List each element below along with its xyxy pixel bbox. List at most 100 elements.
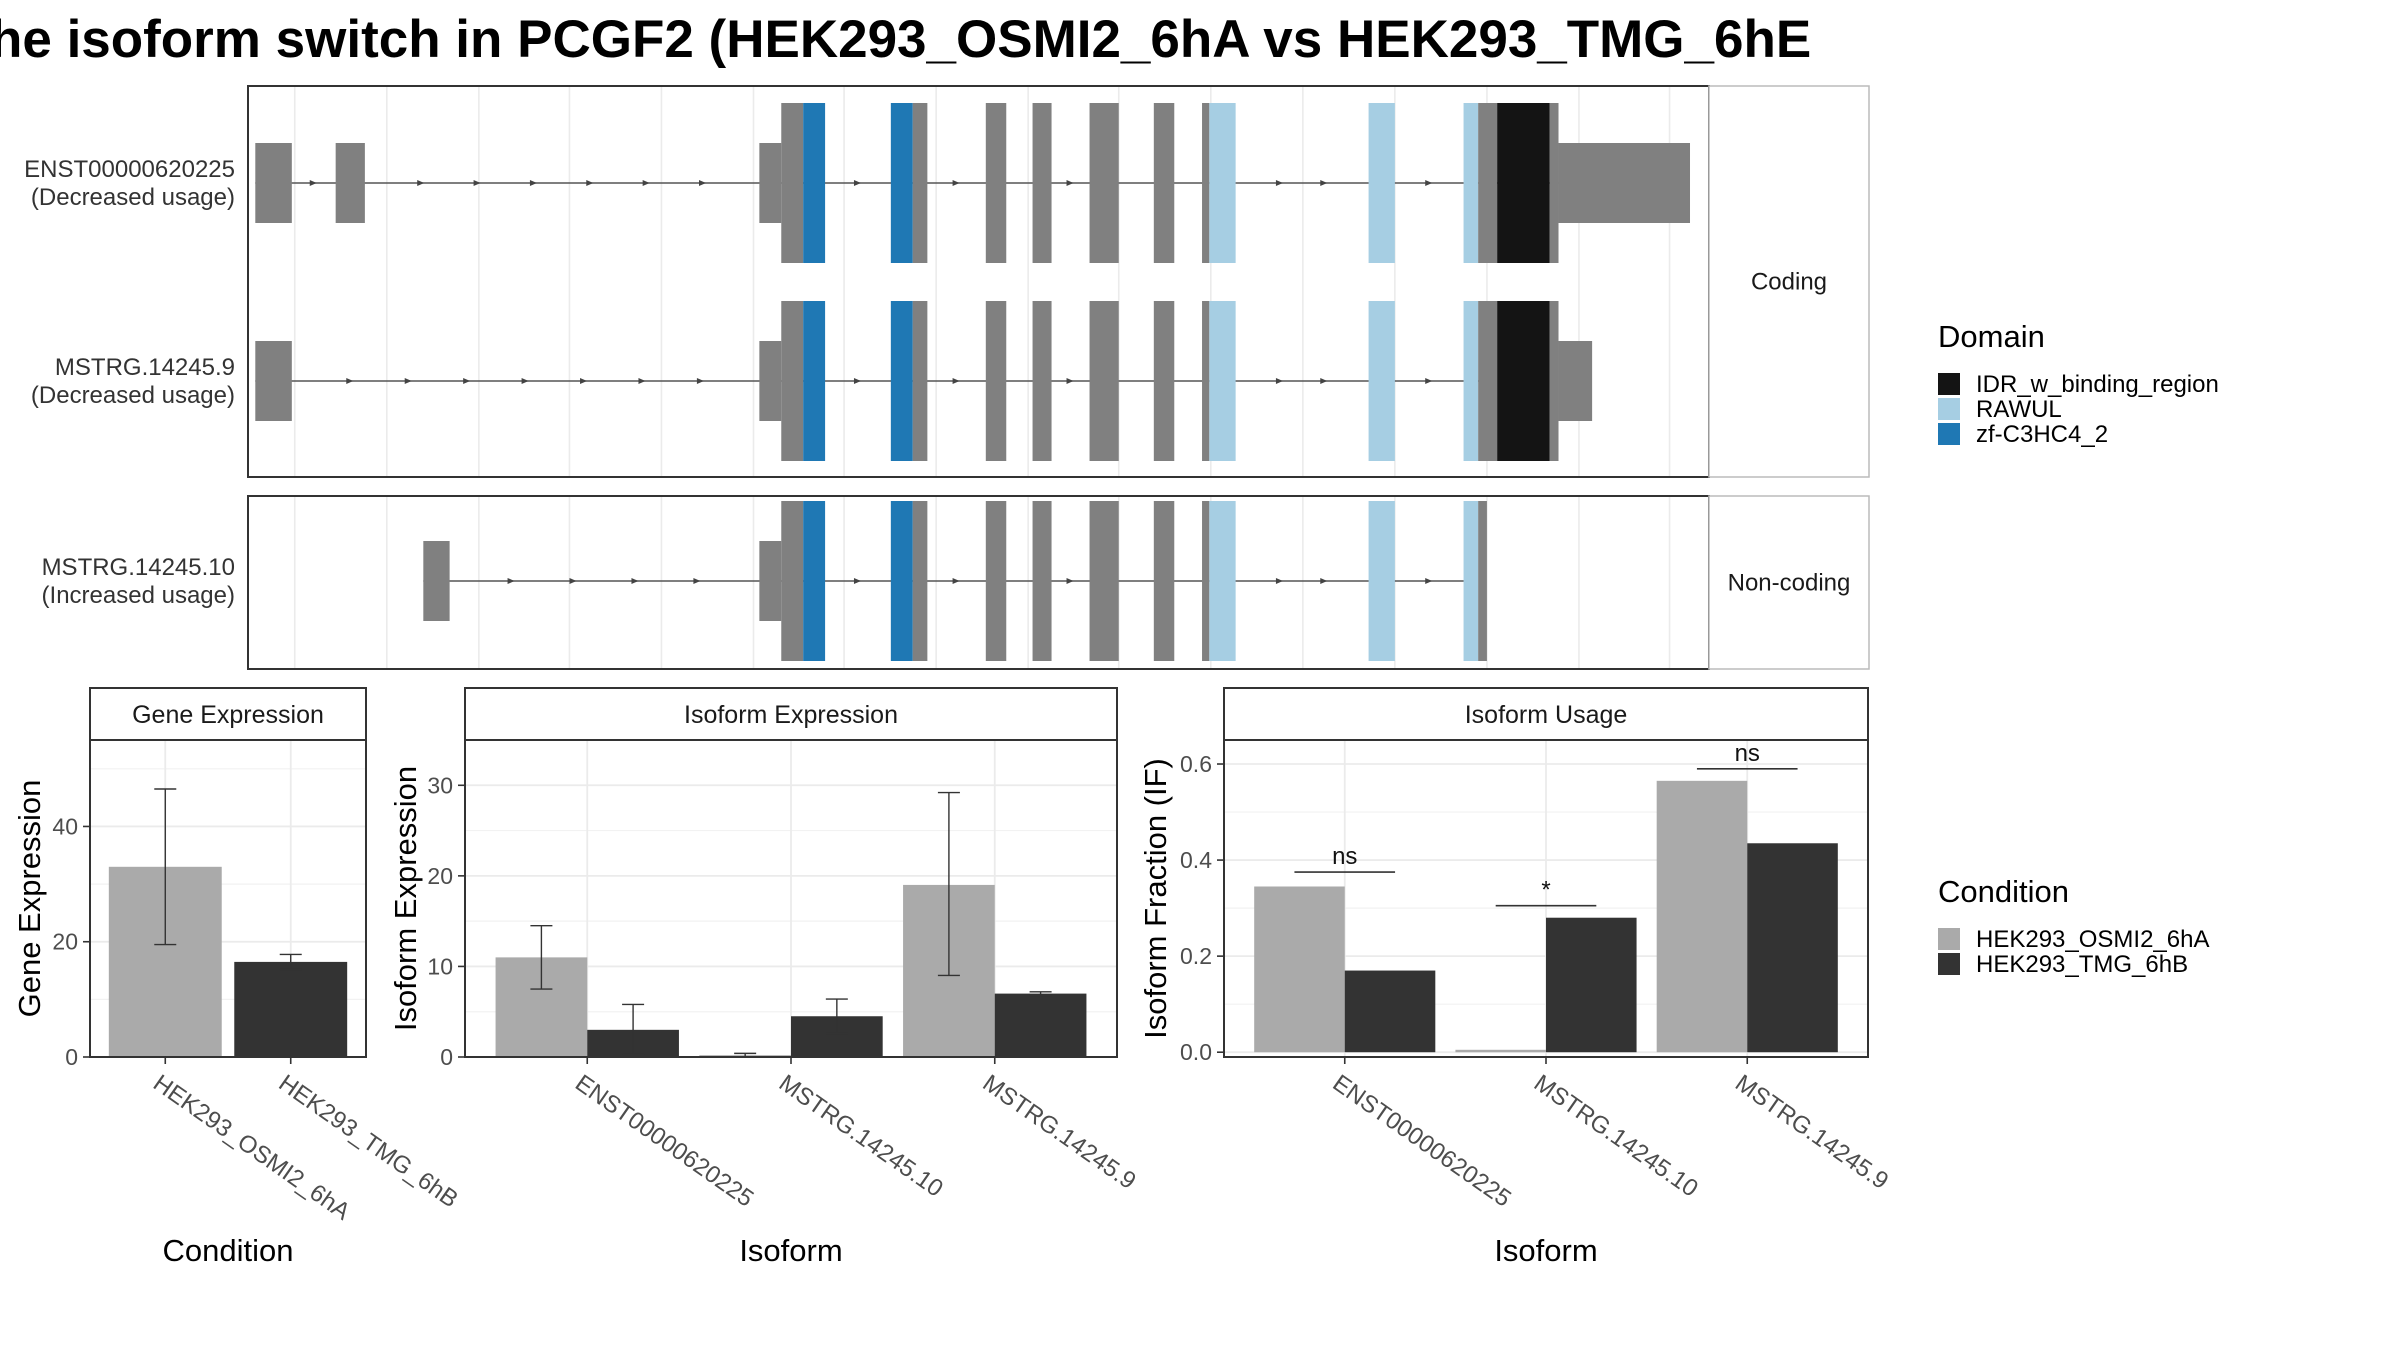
utr-exon — [759, 341, 782, 421]
y-axis-title: Isoform Expression — [388, 766, 423, 1031]
y-tick-label: 30 — [427, 772, 453, 798]
intron-arrow — [507, 578, 515, 584]
intron-arrow — [1066, 180, 1074, 186]
domain-block — [1463, 103, 1479, 263]
domain-block — [1209, 501, 1236, 661]
legend-label: IDR_w_binding_region — [1976, 371, 2219, 398]
domain-legend: Domain IDR_w_binding_regionRAWULzf-C3HC4_… — [1938, 319, 2219, 448]
x-tick-label: ENST00000620225 — [570, 1070, 758, 1213]
cds-exon — [1202, 501, 1210, 661]
y-axis-title: Isoform Fraction (IF) — [1138, 758, 1173, 1039]
cds-exon — [1202, 103, 1210, 263]
structure-strip-label: Coding — [1751, 269, 1827, 296]
bar — [1747, 843, 1838, 1053]
legend-swatch — [1938, 423, 1960, 445]
cds-exon — [1153, 103, 1175, 263]
legend-label: HEK293_TMG_6hB — [1976, 951, 2188, 978]
intron-arrow — [473, 180, 481, 186]
intron-arrow — [1320, 378, 1328, 384]
gene-structure-panels: ENST00000620225(Decreased usage)MSTRG.14… — [24, 85, 1870, 670]
legend-label: HEK293_OSMI2_6hA — [1976, 926, 2209, 953]
intron-arrow — [1320, 180, 1328, 186]
structure-strip — [1708, 85, 1870, 478]
domain-block — [1497, 301, 1550, 461]
transcript-name: MSTRG.14245.9 — [55, 354, 235, 381]
intron-arrow — [631, 578, 639, 584]
legend-title: Domain — [1938, 319, 2045, 354]
domain-block — [803, 103, 826, 263]
cds-exon — [1153, 501, 1175, 661]
y-tick-label: 40 — [52, 813, 78, 839]
panel-strip — [89, 687, 367, 741]
cds-exon — [781, 301, 804, 461]
bar-chart-panels: Gene Expression02040HEK293_OSMI2_6hAHEK2… — [12, 687, 1893, 1268]
y-tick-label: 0.6 — [1180, 751, 1212, 777]
domain-block — [1209, 103, 1236, 263]
domain-block — [1368, 103, 1395, 263]
domain-block — [803, 501, 826, 661]
structure-strip-label: Non-coding — [1728, 570, 1851, 597]
legends: Domain IDR_w_binding_regionRAWULzf-C3HC4_… — [1938, 319, 2219, 978]
domain-block — [1209, 301, 1236, 461]
domain-block — [1368, 501, 1395, 661]
intron-arrow — [1066, 378, 1074, 384]
utr-exon — [1558, 143, 1691, 223]
cds-exon — [985, 301, 1007, 461]
intron-arrow — [952, 578, 960, 584]
x-axis-title: Isoform — [739, 1233, 842, 1268]
intron-arrow — [698, 180, 706, 186]
cds-exon — [1549, 103, 1559, 263]
structure-panel-bg — [248, 496, 1709, 669]
intron-arrow — [853, 180, 861, 186]
domain-block — [1368, 301, 1395, 461]
intron-arrow — [1275, 578, 1283, 584]
domain-block — [803, 301, 826, 461]
bar — [1455, 1049, 1546, 1053]
utr-exon — [255, 143, 292, 223]
intron-arrow — [1275, 180, 1283, 186]
legend-swatch — [1938, 398, 1960, 420]
intron-arrow — [580, 378, 588, 384]
y-tick-label: 20 — [427, 863, 453, 889]
legend-swatch — [1938, 928, 1960, 950]
x-tick-label: MSTRG.14245.10 — [1529, 1070, 1703, 1203]
panel-strip-label: Isoform Expression — [684, 701, 898, 729]
intron-arrow — [417, 180, 425, 186]
intron-arrow — [952, 180, 960, 186]
panel-strip — [1223, 687, 1869, 741]
cds-exon — [1089, 103, 1119, 263]
intron-arrow — [638, 378, 646, 384]
cds-exon — [1153, 301, 1175, 461]
utr-exon — [759, 143, 782, 223]
cds-exon — [912, 501, 928, 661]
domain-block — [890, 301, 913, 461]
transcript-usage: (Increased usage) — [42, 582, 235, 609]
bar — [234, 961, 348, 1057]
intron-arrow — [1320, 578, 1328, 584]
transcript-usage: (Decreased usage) — [31, 184, 235, 211]
cds-exon — [1032, 301, 1052, 461]
cds-exon — [1478, 103, 1498, 263]
utr-exon — [335, 143, 365, 223]
cds-exon — [912, 301, 928, 461]
utr-exon — [255, 341, 292, 421]
significance-label: ns — [1735, 740, 1760, 767]
y-tick-label: 0 — [440, 1044, 453, 1070]
domain-block — [890, 501, 913, 661]
bar-panel-3: Isoform Usage 0.0 0.2 0.4 0.6 ns * ns ENST000006… — [1138, 687, 1893, 1268]
cds-exon — [1032, 103, 1052, 263]
intron-arrow — [693, 578, 701, 584]
legend-title: Condition — [1938, 874, 2069, 909]
x-tick-label: MSTRG.14245.9 — [1730, 1070, 1893, 1195]
figure-title: he isoform switch in PCGF2 (HEK293_OSMI2… — [0, 10, 1811, 69]
domain-block — [1463, 301, 1479, 461]
x-axis-title: Isoform — [1494, 1233, 1597, 1268]
intron-arrow — [642, 180, 650, 186]
intron-arrow — [521, 378, 529, 384]
domain-block — [1463, 501, 1479, 661]
intron-arrow — [1425, 578, 1433, 584]
utr-exon — [1558, 341, 1593, 421]
intron-arrow — [1425, 180, 1433, 186]
legend-swatch — [1938, 953, 1960, 975]
